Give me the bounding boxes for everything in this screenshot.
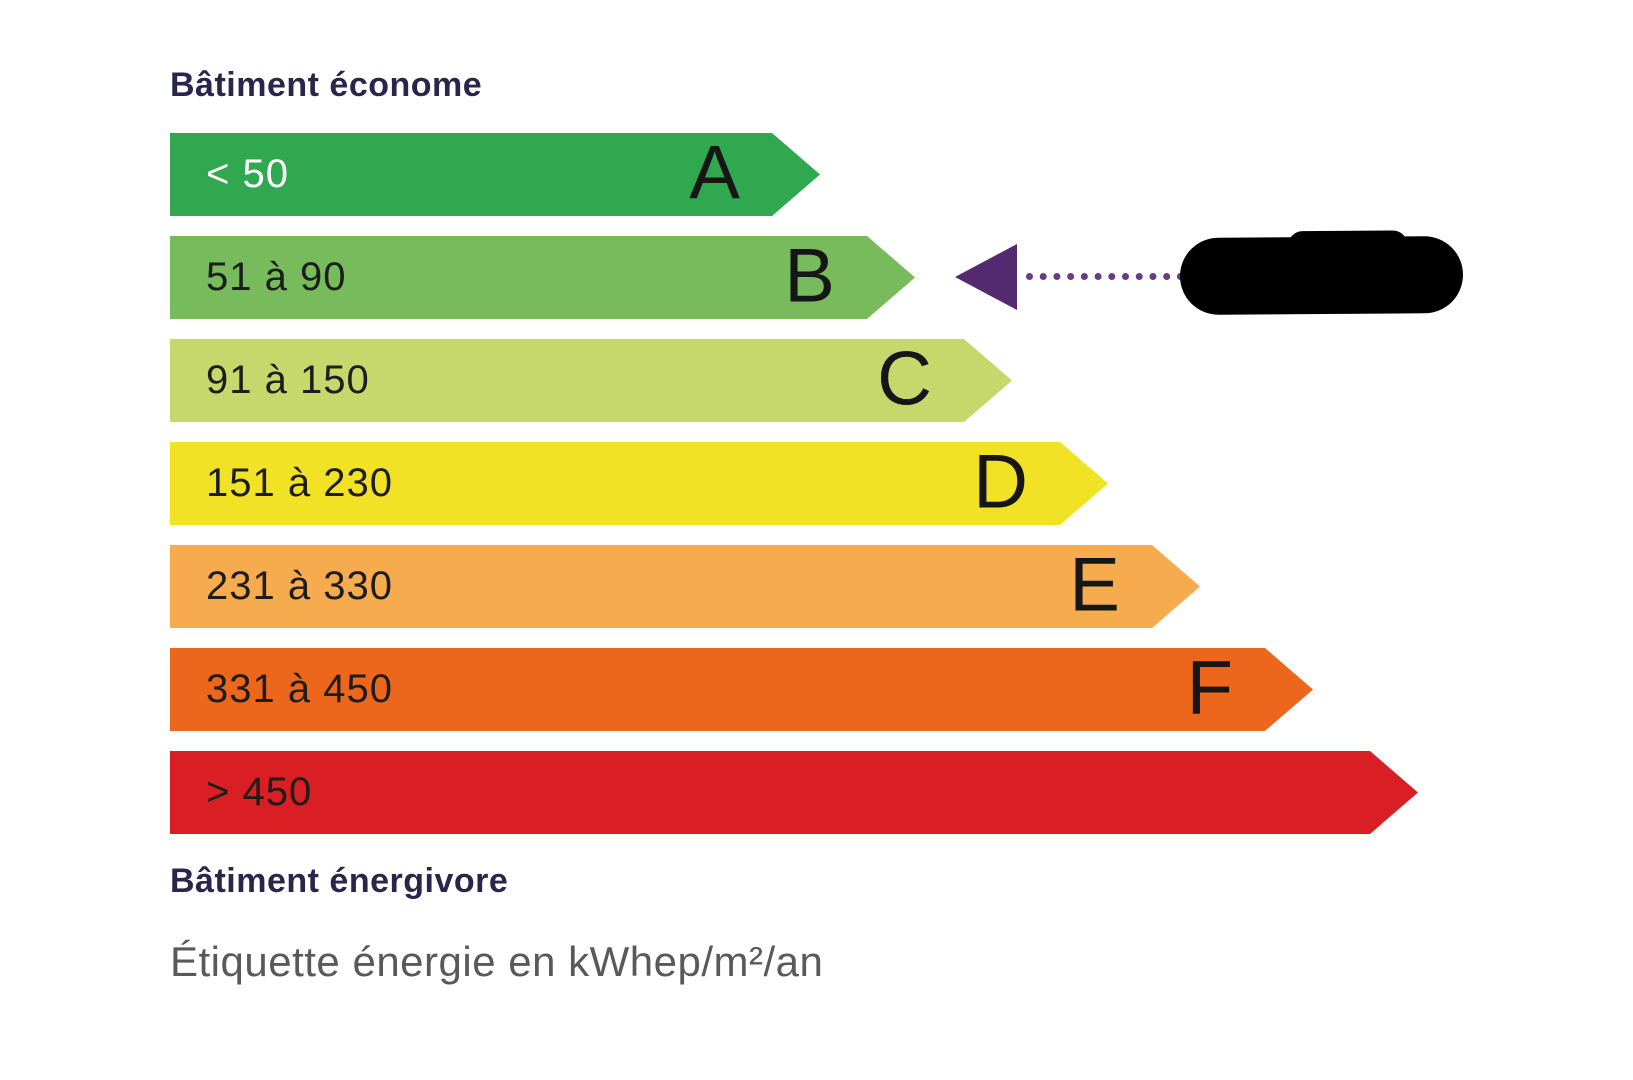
energy-class-bar-G: > 450 bbox=[170, 751, 1418, 834]
economical-building-label: Bâtiment économe bbox=[170, 66, 483, 104]
energy-intensive-building-label: Bâtiment énergivore bbox=[170, 862, 509, 900]
energy-class-bar-A: < 50 A bbox=[170, 133, 820, 216]
range-label: 151 à 230 bbox=[206, 461, 393, 505]
energy-class-bars: < 50 A 51 à 90 B 91 à 150 C 151 à 230 D 231 à 33… bbox=[170, 133, 1418, 834]
range-label: 331 à 450 bbox=[206, 667, 393, 711]
range-label: > 450 bbox=[206, 770, 313, 814]
energy-class-bar-D: 151 à 230 D bbox=[170, 442, 1108, 525]
class-letter: F bbox=[1186, 644, 1233, 730]
class-letter: D bbox=[973, 438, 1028, 524]
energy-label-caption: Étiquette énergie en kWhep/m²/an bbox=[170, 938, 824, 985]
energy-class-bar-F: 331 à 450 F bbox=[170, 648, 1313, 731]
class-letter: B bbox=[784, 232, 835, 318]
redacted-value-blob bbox=[1179, 236, 1464, 315]
range-label: 231 à 330 bbox=[206, 564, 393, 608]
range-label: < 50 bbox=[206, 152, 289, 196]
current-class-marker-arrow-icon bbox=[955, 244, 1017, 310]
energy-class-bar-B: 51 à 90 B bbox=[170, 236, 915, 319]
range-label: 91 à 150 bbox=[206, 358, 370, 402]
marker-dotted-line bbox=[1026, 273, 1184, 280]
energy-class-bar-E: 231 à 330 E bbox=[170, 545, 1200, 628]
range-label: 51 à 90 bbox=[206, 255, 347, 299]
class-letter: E bbox=[1069, 541, 1120, 627]
class-letter: A bbox=[689, 129, 740, 215]
class-letter: C bbox=[877, 335, 932, 421]
energy-class-bar-C: 91 à 150 C bbox=[170, 339, 1012, 422]
